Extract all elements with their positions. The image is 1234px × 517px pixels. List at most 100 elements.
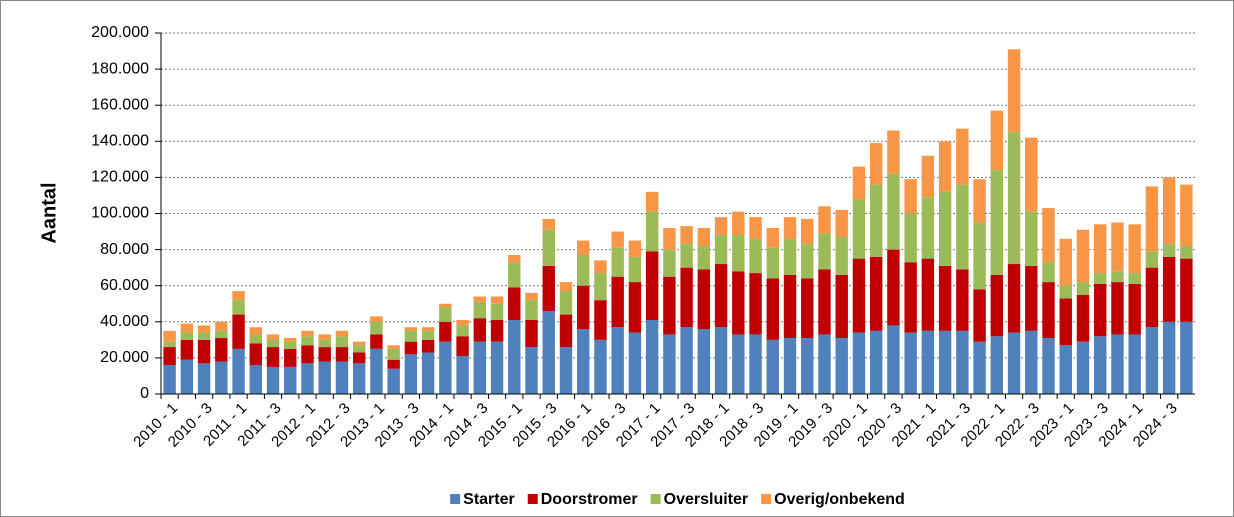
bar-segment: [525, 292, 538, 301]
bar-segment: [215, 361, 228, 394]
bar-segment: [542, 265, 555, 311]
bar-segment: [628, 332, 642, 394]
bar-segment: [559, 314, 573, 348]
bar-segment: [1059, 238, 1072, 286]
bar-segment: [266, 339, 280, 348]
bar-segment: [594, 339, 607, 394]
bar-segment: [1007, 332, 1021, 394]
bar-segment: [680, 244, 693, 268]
bar-segment: [456, 336, 469, 357]
bar-segment: [1094, 336, 1107, 394]
bar-segment: [456, 356, 469, 394]
bar-segment: [835, 274, 848, 339]
bar-segment: [1180, 321, 1193, 394]
bar-segment: [1145, 251, 1159, 268]
bar-segment: [1162, 321, 1176, 394]
bar-segment: [249, 327, 262, 335]
bar-segment: [783, 217, 797, 239]
bar-segment: [938, 191, 952, 266]
bar-segment: [628, 256, 642, 283]
bar-segment: [1076, 282, 1090, 295]
bar-segment: [439, 303, 452, 308]
bar-segment: [611, 231, 624, 248]
bar-segment: [456, 325, 469, 337]
bar-segment: [1059, 285, 1072, 299]
bar-segment: [197, 363, 211, 394]
bar-segment: [818, 334, 831, 394]
bar-segment: [335, 336, 349, 348]
bar-segment: [1180, 245, 1193, 259]
bar-segment: [215, 321, 228, 331]
bar-segment: [749, 334, 762, 394]
y-tick-label: 180.000: [91, 60, 149, 77]
bar-segment: [163, 347, 176, 366]
bar-segment: [990, 274, 1004, 337]
bar-segment: [1059, 298, 1072, 346]
bar-segment: [645, 191, 659, 212]
bar-segment: [1076, 294, 1090, 342]
bar-segment: [559, 282, 573, 292]
bar-segment: [801, 338, 814, 394]
bar-segment: [266, 334, 280, 340]
bar-segment: [559, 347, 573, 394]
legend-swatch: [761, 494, 772, 504]
bar-segment: [714, 264, 728, 328]
bar-segment: [973, 341, 986, 394]
y-tick-label: 140.000: [91, 133, 149, 150]
bar-segment: [1076, 341, 1090, 394]
bar-segment: [301, 330, 314, 337]
bar-segment: [473, 296, 487, 302]
bar-segment: [1007, 132, 1021, 265]
bar-segment: [594, 260, 607, 274]
bar-segment: [318, 347, 331, 362]
y-tick-label: 120.000: [91, 169, 149, 186]
bar-segment: [801, 278, 814, 339]
bar-segment: [163, 365, 176, 394]
bar-segment: [680, 267, 693, 328]
legend-swatch: [650, 494, 661, 504]
bar-segment: [421, 327, 435, 331]
bar-segment: [215, 338, 228, 362]
bar-segment: [869, 143, 883, 185]
bar-segment: [818, 233, 831, 270]
legend-label: Doorstromer: [541, 491, 638, 508]
bar-segment: [163, 330, 176, 342]
bar-segment: [525, 300, 538, 320]
bar-segment: [421, 339, 435, 353]
bar-segment: [335, 361, 349, 394]
bar-segment: [1162, 177, 1176, 245]
bar-segment: [197, 325, 211, 333]
bar-segment: [835, 236, 848, 275]
bar-segment: [197, 332, 211, 340]
bar-segment: [577, 329, 590, 394]
bar-segment: [473, 301, 487, 319]
y-axis-label: Aantal: [38, 182, 60, 243]
bar-segment: [645, 251, 659, 320]
bar-segment: [232, 348, 245, 394]
bar-segment: [921, 258, 935, 331]
bar-segment: [490, 319, 504, 342]
bar-segment: [301, 336, 314, 346]
bar-segment: [439, 341, 452, 394]
bar-segment: [645, 319, 659, 394]
bar-segment: [232, 314, 245, 349]
bar-segment: [628, 282, 642, 333]
bar-segment: [284, 348, 297, 367]
bar-segment: [904, 179, 917, 214]
bar-segment: [525, 319, 538, 348]
bar-segment: [697, 227, 711, 246]
bar-segment: [973, 179, 986, 223]
bar-segment: [249, 365, 262, 394]
legend-swatch: [527, 494, 538, 504]
bar-segment: [938, 265, 952, 331]
bar-segment: [577, 285, 590, 330]
bar-segment: [697, 245, 711, 270]
bar-segment: [956, 184, 969, 270]
bar-segment: [473, 341, 487, 394]
bar-segment: [1094, 283, 1107, 337]
bar-segment: [1145, 327, 1159, 394]
y-tick-label: 20.000: [100, 349, 149, 366]
bar-segment: [887, 325, 900, 394]
bar-segment: [163, 341, 176, 348]
bar-segment: [370, 334, 383, 349]
